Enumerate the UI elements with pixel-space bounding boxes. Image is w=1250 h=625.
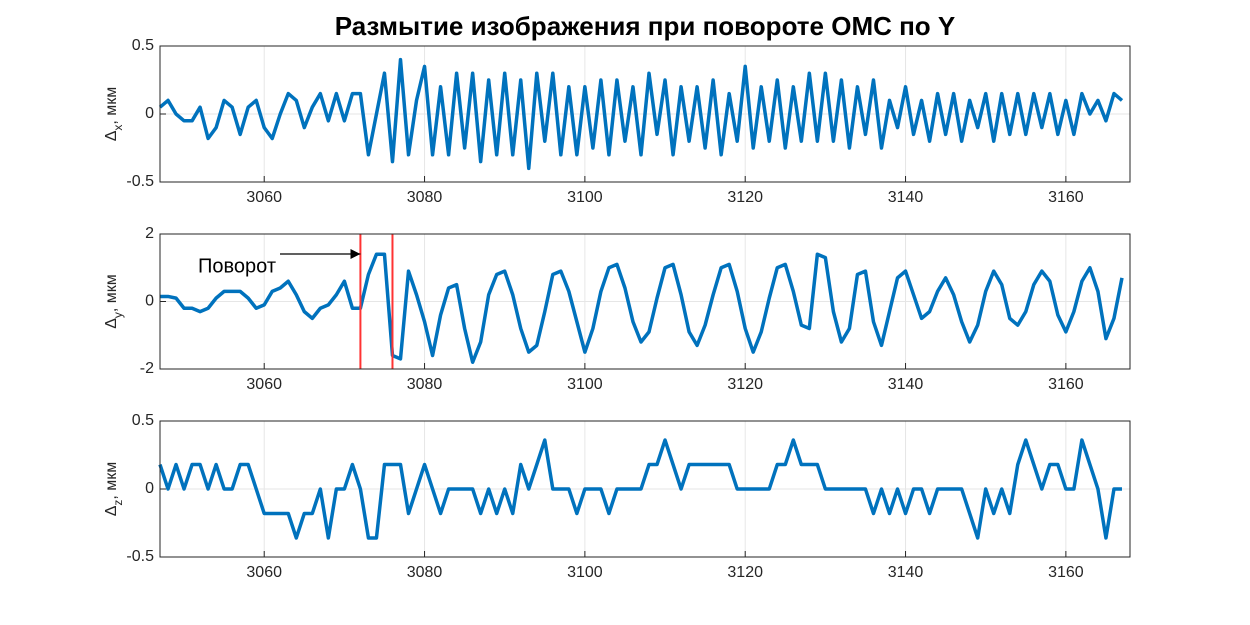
data-line [158,438,1122,540]
y-label-subscript: y [111,312,125,318]
y-tick-label: 0 [145,293,154,310]
y-label-unit: , мкм [103,87,120,125]
y-tick-label: -0.5 [126,173,154,190]
x-tick-label: 3140 [888,564,924,581]
y-tick-label: -2 [140,360,154,377]
x-tick-label: 3120 [727,564,763,581]
y-tick-label: 0.5 [132,37,154,54]
y-axis-label: Δz, мкм [103,462,125,517]
y-label-unit: , мкм [103,274,120,312]
y-label-subscript: z [111,500,125,506]
y-label-symbol: Δ [103,130,120,141]
figure-title: Размытие изображения при повороте ОМС по… [335,11,956,41]
y-tick-label: 0 [145,105,154,122]
x-tick-label: 3060 [246,189,282,206]
x-tick-label: 3060 [246,564,282,581]
y-label-symbol: Δ [103,318,120,329]
annotation: Поворот [198,255,276,277]
axes-box [159,420,1131,558]
y-label-unit: , мкм [103,462,120,500]
x-tick-label: 3100 [567,564,603,581]
x-tick-label: 3060 [246,376,282,393]
x-tick-label: 3160 [1048,564,1084,581]
x-tick-label: 3100 [567,376,603,393]
data-line [160,252,1124,364]
axes-box [159,233,1131,370]
x-tick-label: 3160 [1048,376,1084,393]
x-tick-label: 3140 [888,376,924,393]
y-label-symbol: Δ [103,505,120,516]
x-tick-label: 3120 [727,189,763,206]
y-tick-label: 2 [145,225,154,242]
y-axis-label: Δx, мкм [103,87,125,142]
y-tick-label: 0 [145,480,154,497]
x-tick-label: 3080 [407,376,443,393]
x-tick-label: 3100 [567,189,603,206]
x-tick-label: 3080 [407,564,443,581]
axes-box [159,45,1131,183]
data-line [158,57,1124,171]
x-tick-label: 3080 [407,189,443,206]
y-tick-label: -0.5 [126,548,154,565]
x-tick-label: 3140 [888,189,924,206]
x-tick-label: 3160 [1048,189,1084,206]
y-tick-label: 0.5 [132,412,154,429]
y-axis-label: Δy, мкм [103,274,125,329]
y-label-subscript: x [111,125,125,131]
x-tick-label: 3120 [727,376,763,393]
